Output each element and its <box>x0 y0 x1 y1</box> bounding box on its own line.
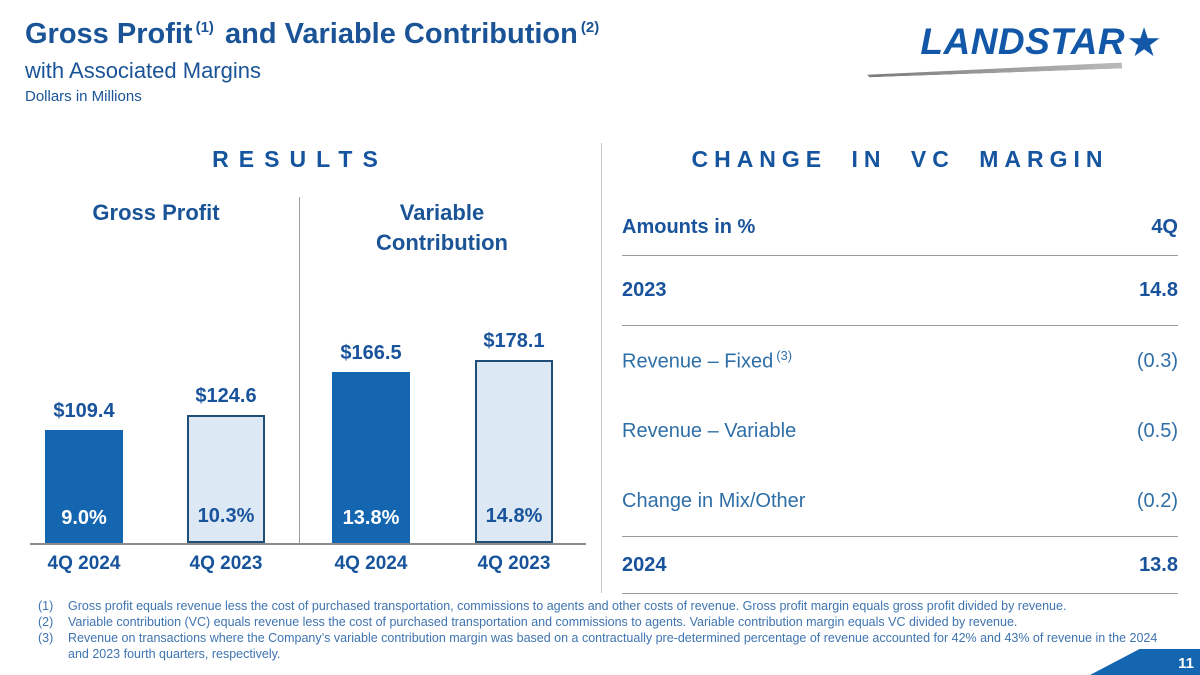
page-subtitle: with Associated Margins <box>25 58 261 83</box>
logo-wordmark: LANDSTAR <box>920 21 1126 62</box>
row-value: (0.2) <box>1136 489 1178 512</box>
center-divider <box>601 143 602 593</box>
title-part2: and Variable Contribution <box>225 18 578 50</box>
row-value: 13.8 <box>1139 553 1178 576</box>
column-header-label: Amounts in % <box>622 216 756 238</box>
row-label: Change in Mix/Other <box>622 489 806 512</box>
column-header-value: 4Q <box>1151 216 1178 238</box>
axis-label: 4Q 2023 <box>477 553 551 574</box>
axis-label: 4Q 2024 <box>334 553 408 574</box>
bar-gross-profit-4q2023: 10.3% <box>187 415 265 543</box>
bar-group: $109.4 9.0% <box>45 195 123 543</box>
bar-margin-label: 10.3% <box>197 505 255 527</box>
footnote-number: (1) <box>38 599 54 613</box>
row-label: Revenue – Fixed (3) <box>622 348 793 373</box>
results-heading: RESULTS <box>212 146 388 172</box>
landstar-logo: LANDSTAR★ <box>872 20 1162 66</box>
bar-group: $166.5 13.8% <box>332 195 410 543</box>
axis-label: 4Q 2023 <box>189 553 263 574</box>
table-header-row: Amounts in % 4Q <box>622 200 1178 256</box>
footnote-ref-2: (2) <box>580 19 600 37</box>
bar-group: $178.1 14.8% <box>475 195 553 543</box>
footnotes: (1) Gross profit equals revenue less the… <box>38 598 1163 662</box>
group-label-gross-profit: Gross Profit <box>92 200 220 225</box>
row-value: (0.5) <box>1136 419 1178 442</box>
star-icon: ★ <box>1126 21 1162 65</box>
footnote-3: (3) Revenue on transactions where the Co… <box>38 630 1163 662</box>
footnote-ref-1: (1) <box>195 19 214 37</box>
footnote-text: Gross profit equals revenue less the cos… <box>68 599 1067 613</box>
footnote-number: (3) <box>38 631 54 645</box>
bar-margin-label: 9.0% <box>61 507 107 529</box>
bar-value-label: $178.1 <box>483 330 545 352</box>
bar-value-label: $124.6 <box>195 385 257 407</box>
bar-value-label: $109.4 <box>53 400 115 422</box>
row-label: 2024 <box>622 553 667 576</box>
vc-margin-heading: CHANGE IN VC MARGIN <box>691 146 1109 172</box>
table-row: Revenue – Fixed (3) (0.3) <box>622 326 1178 396</box>
bar-group: $124.6 10.3% <box>187 195 265 543</box>
bar-variable-contribution-4q2024: 13.8% <box>332 372 410 543</box>
footnote-number: (2) <box>38 615 54 629</box>
table-row: Revenue – Variable (0.5) <box>622 396 1178 466</box>
bar-value-label: $166.5 <box>340 342 402 364</box>
footnote-2: (2) Variable contribution (VC) equals re… <box>38 614 1163 630</box>
chart-group-divider <box>299 197 300 545</box>
footnote-text: Revenue on transactions where the Compan… <box>68 631 1158 661</box>
title-part1: Gross Profit <box>25 18 193 50</box>
page-number: 11 <box>1178 655 1194 672</box>
units-label: Dollars in Millions <box>25 88 142 105</box>
bar-chart: $109.4 9.0% $124.6 10.3% $166.5 13.8% $1… <box>30 195 586 545</box>
bar-margin-label: 14.8% <box>485 505 543 527</box>
page-title: Gross Profit (1) and Variable Contributio… <box>25 18 602 51</box>
axis-label: 4Q 2024 <box>47 553 121 574</box>
table-row: 2023 14.8 <box>622 256 1178 326</box>
logo-swoosh <box>867 63 1122 78</box>
vc-margin-table: Amounts in % 4Q 2023 14.8 Revenue – Fixe… <box>622 200 1178 594</box>
row-value: 14.8 <box>1139 279 1178 301</box>
group-label-variable-contribution: Variable Contribution <box>376 200 508 255</box>
footnote-text: Variable contribution (VC) equals revenu… <box>68 615 1018 629</box>
row-value: (0.3) <box>1136 349 1178 372</box>
footnote-1: (1) Gross profit equals revenue less the… <box>38 598 1163 614</box>
bar-gross-profit-4q2024: 9.0% <box>45 430 123 543</box>
bar-margin-label: 13.8% <box>342 507 400 529</box>
row-label: 2023 <box>622 279 667 301</box>
bar-variable-contribution-4q2023: 14.8% <box>475 360 553 543</box>
table-row: 2024 13.8 <box>622 536 1178 594</box>
row-label: Revenue – Variable <box>622 419 797 442</box>
table-row: Change in Mix/Other (0.2) <box>622 466 1178 536</box>
footnote-ref-3: (3) <box>776 348 793 364</box>
